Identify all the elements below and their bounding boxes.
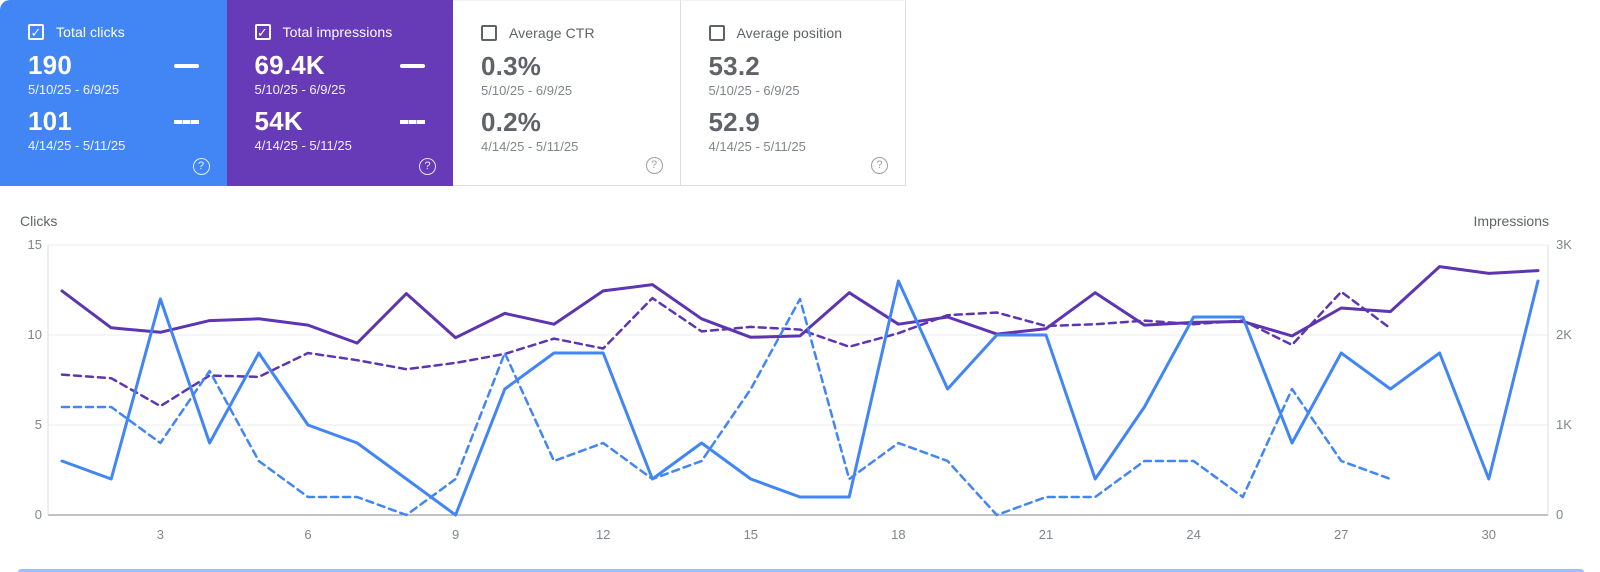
metric-card-total-clicks[interactable]: ✓ Total clicks 190 5/10/25 - 6/9/25 101 …: [0, 0, 227, 186]
series-line-clicks-previous: [60, 297, 1392, 517]
checkbox-checked-icon[interactable]: ✓: [28, 24, 44, 40]
metric-range-current: 5/10/25 - 6/9/25: [254, 82, 346, 97]
x-axis-tick-label: 15: [744, 527, 758, 542]
metric-value-current: 190: [28, 50, 72, 80]
metric-value-previous: 54K: [254, 106, 303, 136]
right-axis-title: Impressions: [1474, 213, 1549, 229]
right-axis-tick-label: 1K: [1556, 417, 1572, 432]
checkbox-checked-icon[interactable]: ✓: [254, 24, 271, 40]
right-axis-tick-label: 0: [1556, 507, 1563, 522]
left-axis-tick-label: 0: [35, 507, 42, 522]
x-axis-tick-label: 27: [1334, 527, 1348, 542]
metric-card-total-impressions[interactable]: ✓ Total impressions 69.4K 5/10/25 - 6/9/…: [226, 0, 453, 186]
series-line-impressions-previous: [60, 290, 1392, 408]
metric-range-current: 5/10/25 - 6/9/25: [28, 82, 120, 97]
help-icon[interactable]: ?: [192, 158, 210, 175]
x-axis-tick-label: 9: [452, 527, 459, 542]
metric-card-average-position[interactable]: Average position 53.2 5/10/25 - 6/9/25 5…: [679, 0, 906, 186]
metric-range-current: 5/10/25 - 6/9/25: [708, 83, 800, 98]
metric-range-previous: 4/14/25 - 5/11/25: [254, 138, 352, 153]
x-axis-tick-label: 12: [596, 527, 610, 542]
checkbox-unchecked-icon[interactable]: [708, 25, 725, 41]
metric-cards-row: ✓ Total clicks 190 5/10/25 - 6/9/25 101 …: [0, 0, 906, 186]
series-line-impressions-current: [60, 265, 1540, 345]
metric-value-current: 0.3%: [481, 51, 542, 81]
next-section-top-edge: [18, 569, 1584, 572]
metric-value-previous: 101: [28, 106, 72, 136]
x-axis-tick-label: 24: [1186, 527, 1200, 542]
metric-value-previous: 0.2%: [481, 107, 542, 137]
dashed-line-icon: [173, 119, 199, 124]
checkbox-unchecked-icon[interactable]: [481, 25, 497, 41]
metric-card-label: Average CTR: [509, 25, 595, 41]
metric-range-previous: 4/14/25 - 5/11/25: [481, 139, 579, 154]
series-line-clicks-current: [60, 279, 1540, 517]
x-axis-tick-label: 21: [1039, 527, 1053, 542]
metric-card-label: Total impressions: [282, 24, 393, 40]
metric-card-label: Average position: [736, 25, 843, 41]
help-icon[interactable]: ?: [645, 157, 663, 174]
metric-value-previous: 52.9: [708, 107, 760, 137]
right-axis-tick-label: 3K: [1556, 237, 1572, 252]
solid-line-icon: [173, 63, 199, 68]
right-axis-tick-label: 2K: [1556, 327, 1572, 342]
metric-range-current: 5/10/25 - 6/9/25: [481, 83, 573, 98]
metric-card-average-ctr[interactable]: Average CTR 0.3% 5/10/25 - 6/9/25 0.2% 4…: [453, 0, 680, 186]
metric-range-previous: 4/14/25 - 5/11/25: [28, 138, 126, 153]
x-axis-tick-label: 18: [891, 527, 905, 542]
metric-card-label: Total clicks: [56, 24, 125, 40]
metric-range-previous: 4/14/25 - 5/11/25: [708, 139, 806, 154]
metric-value-current: 69.4K: [254, 50, 325, 80]
x-axis-tick-label: 6: [304, 527, 311, 542]
left-axis-tick-label: 10: [28, 327, 42, 342]
x-axis-tick-label: 30: [1482, 527, 1496, 542]
dashed-line-icon: [400, 119, 425, 124]
help-icon[interactable]: ?: [419, 158, 436, 175]
x-axis-tick-label: 3: [157, 527, 164, 542]
help-icon[interactable]: ?: [871, 157, 888, 174]
left-axis-tick-label: 15: [28, 237, 42, 252]
metric-value-current: 53.2: [708, 51, 760, 81]
solid-line-icon: [400, 63, 425, 68]
left-axis-tick-label: 5: [35, 417, 42, 432]
left-axis-title: Clicks: [20, 213, 57, 229]
